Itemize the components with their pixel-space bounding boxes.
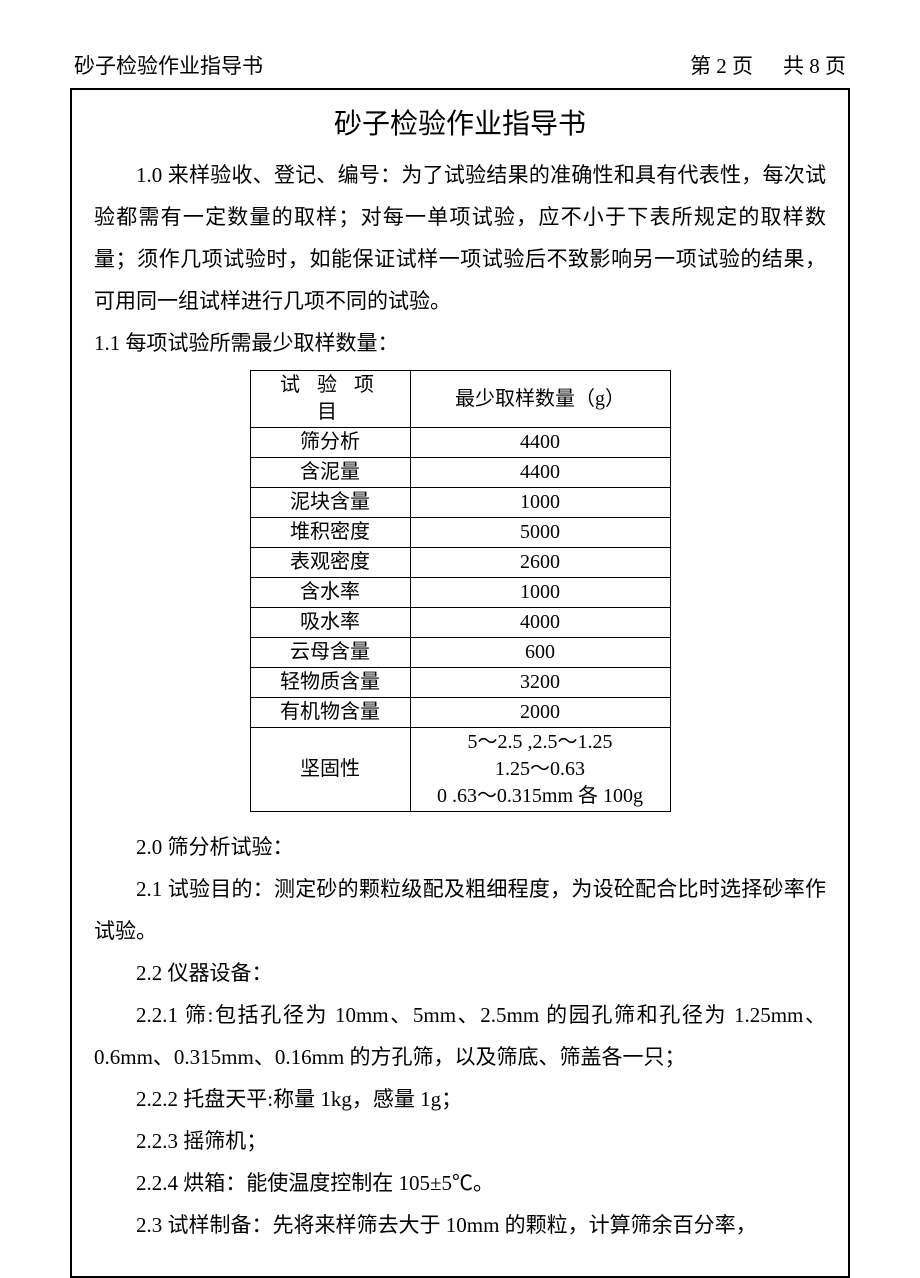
table-cell-item: 含泥量 [250,458,410,488]
table-cell-item: 堆积密度 [250,518,410,548]
table-cell-qty: 4400 [410,428,670,458]
section-1-0: 1.0 来样验收、登记、编号：为了试验结果的准确性和具有代表性，每次试验都需有一… [94,154,826,322]
qty-line-2: 1.25～0.63 [423,756,658,783]
table-row: 堆积密度 5000 [250,518,670,548]
table-cell-item: 吸水率 [250,608,410,638]
page-header: 砂子检验作业指导书 第 2 页 共 8 页 [70,50,850,80]
table-row: 含泥量 4400 [250,458,670,488]
section-2-2-2: 2.2.2 托盘天平:称量 1kg，感量 1g； [94,1078,826,1120]
table-cell-item: 筛分析 [250,428,410,458]
page-current: 第 2 页 [690,50,753,80]
section-2-0: 2.0 筛分析试验： [94,826,826,868]
section-1-1-heading: 1.1 每项试验所需最少取样数量： [94,322,826,364]
table-cell-qty: 2600 [410,548,670,578]
table-row: 有机物含量 2000 [250,698,670,728]
table-header-qty: 最少取样数量（g） [410,371,670,428]
table-cell-qty: 1000 [410,578,670,608]
table-cell-qty: 5000 [410,518,670,548]
table-cell-item: 有机物含量 [250,698,410,728]
section-2-1: 2.1 试验目的：测定砂的颗粒级配及粗细程度，为设砼配合比时选择砂率作试验。 [94,868,826,952]
qty-line-1: 5～2.5 ,2.5～1.25 [423,729,658,756]
header-doc-name: 砂子检验作业指导书 [74,50,690,80]
table-cell-qty: 3200 [410,668,670,698]
table-row: 含水率 1000 [250,578,670,608]
sampling-table: 试 验 项 目 最少取样数量（g） 筛分析 4400 含泥量 4400 泥块含量… [250,370,671,812]
table-cell-qty: 1000 [410,488,670,518]
header-page-info: 第 2 页 共 8 页 [690,50,846,80]
table-cell-qty: 2000 [410,698,670,728]
table-cell-item: 坚固性 [250,728,410,812]
section-2-3: 2.3 试样制备：先将来样筛去大于 10mm 的颗粒，计算筛余百分率， [94,1204,826,1246]
table-row: 筛分析 4400 [250,428,670,458]
table-row-last: 坚固性 5～2.5 ,2.5～1.25 1.25～0.63 0 .63～0.31… [250,728,670,812]
table-row: 吸水率 4000 [250,608,670,638]
section-2-2: 2.2 仪器设备： [94,952,826,994]
table-cell-item: 轻物质含量 [250,668,410,698]
table-cell-qty: 4400 [410,458,670,488]
table-cell-item: 泥块含量 [250,488,410,518]
table-cell-qty: 600 [410,638,670,668]
table-row: 轻物质含量 3200 [250,668,670,698]
table-header-item: 试 验 项 目 [250,371,410,428]
page-total: 共 8 页 [783,50,846,80]
content-frame: 砂子检验作业指导书 1.0 来样验收、登记、编号：为了试验结果的准确性和具有代表… [70,88,850,1278]
section-2-2-3: 2.2.3 摇筛机； [94,1120,826,1162]
table-header-row: 试 验 项 目 最少取样数量（g） [250,371,670,428]
table-cell-item: 表观密度 [250,548,410,578]
table-cell-item: 云母含量 [250,638,410,668]
table-row: 泥块含量 1000 [250,488,670,518]
section-2-2-1: 2.2.1 筛:包括孔径为 10mm、5mm、2.5mm 的园孔筛和孔径为 1.… [94,994,826,1078]
table-row: 云母含量 600 [250,638,670,668]
table-cell-item: 含水率 [250,578,410,608]
table-cell-qty: 4000 [410,608,670,638]
table-row: 表观密度 2600 [250,548,670,578]
qty-line-3: 0 .63～0.315mm 各 100g [423,783,658,810]
section-2-2-4: 2.2.4 烘箱：能使温度控制在 105±5℃。 [94,1162,826,1204]
document-title: 砂子检验作业指导书 [94,102,826,142]
table-cell-qty-multiline: 5～2.5 ,2.5～1.25 1.25～0.63 0 .63～0.315mm … [410,728,670,812]
